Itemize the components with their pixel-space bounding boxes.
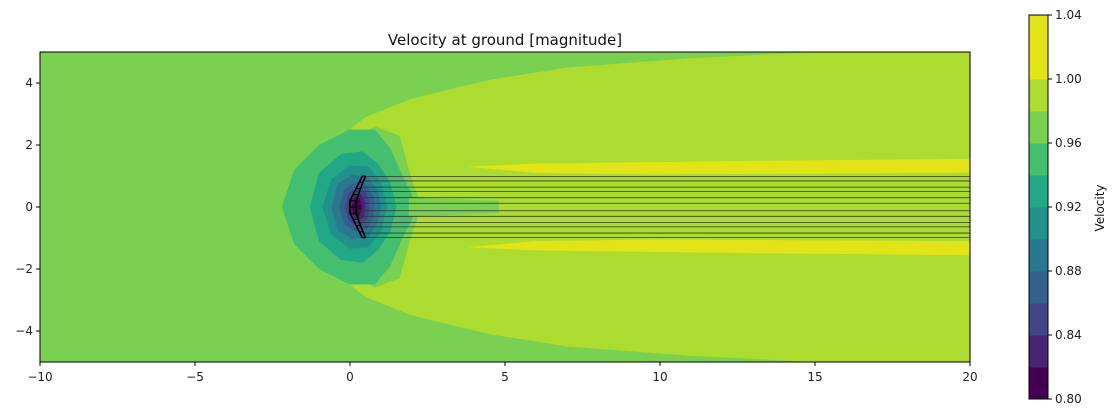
y-tick-label: −2: [15, 262, 33, 276]
x-tick-label: 10: [652, 370, 667, 384]
x-tick-label: 15: [807, 370, 822, 384]
colorbar-tick-label: 0.96: [1055, 136, 1082, 150]
colorbar-tick-label: 0.84: [1055, 328, 1082, 342]
x-tick-label: 0: [346, 370, 354, 384]
colorbar: 0.80 0.84 0.88 0.92 0.96 1.00 1.04: [1028, 8, 1082, 406]
colorbar-band: [1029, 271, 1048, 304]
colorbar-band: [1029, 303, 1048, 336]
colorbar-band: [1029, 143, 1048, 176]
colorbar-band: [1029, 335, 1048, 368]
colorbar-tick-label: 1.04: [1055, 8, 1082, 22]
colorbar-band: [1029, 111, 1048, 144]
colorbar-band: [1029, 15, 1048, 48]
contour-region-2: [467, 158, 970, 256]
chart-title: Velocity at ground [magnitude]: [388, 31, 622, 49]
y-tick-label: 4: [25, 76, 33, 90]
colorbar-band: [1029, 175, 1048, 208]
contour-region-3: [449, 172, 970, 242]
x-tick-label: 5: [501, 370, 509, 384]
colorbar-band: [1029, 79, 1048, 112]
colorbar-tick-label: 0.88: [1055, 264, 1082, 278]
y-axis: −4 −2 0 2 4: [15, 76, 40, 338]
colorbar-band: [1029, 47, 1048, 80]
colorbar-band: [1029, 207, 1048, 240]
colorbar-band: [1029, 367, 1048, 400]
contour-region-5: [408, 197, 499, 217]
plot-area: [40, 52, 970, 362]
colorbar-label: Velocity: [1093, 184, 1107, 231]
colorbar-band: [1029, 239, 1048, 272]
y-tick-label: −4: [15, 324, 33, 338]
y-tick-label: 2: [25, 138, 33, 152]
colorbar-tick-label: 0.80: [1055, 392, 1082, 406]
x-tick-label: −5: [186, 370, 204, 384]
x-axis: −10 −5 0 5 10 15 20: [27, 362, 978, 384]
x-tick-label: −10: [27, 370, 52, 384]
colorbar-tick-label: 0.92: [1055, 200, 1082, 214]
x-tick-label: 20: [962, 370, 977, 384]
y-tick-label: 0: [25, 200, 33, 214]
colorbar-tick-label: 1.00: [1055, 72, 1082, 86]
